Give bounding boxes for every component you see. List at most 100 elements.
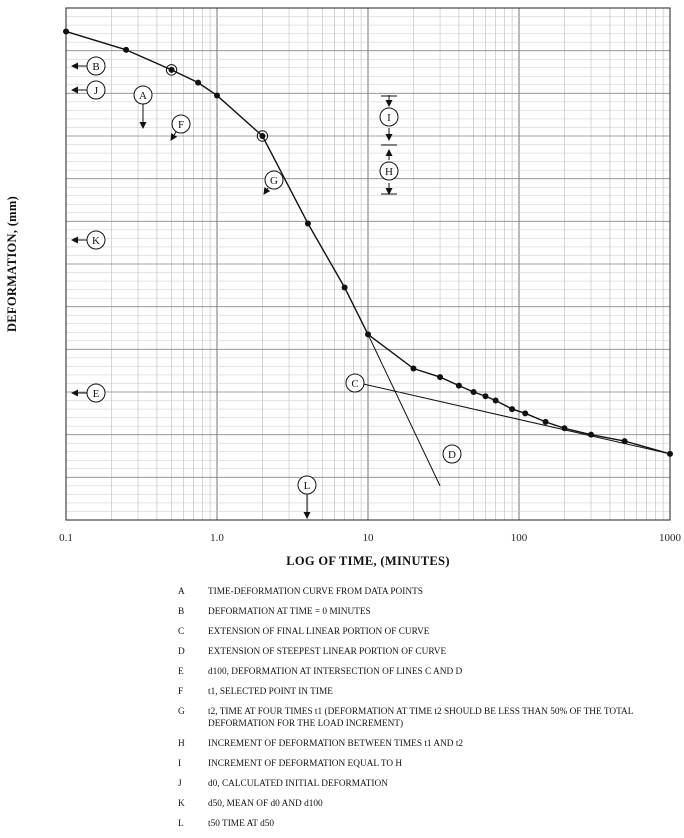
- legend-row: I INCREMENT OF DEFORMATION EQUAL TO H: [178, 758, 678, 770]
- data-point: [667, 450, 673, 457]
- callouts: A B C D E F G H I J K L: [71, 56, 462, 519]
- highlight-marker: [165, 64, 178, 76]
- legend-row: L t50 TIME AT d50: [178, 818, 678, 830]
- data-point: [588, 431, 595, 438]
- callout-circle: [264, 170, 284, 190]
- callout-circle: [442, 444, 462, 464]
- callout-circle: [345, 373, 365, 393]
- legend-text: d50, MEAN OF d0 AND d100: [208, 799, 323, 809]
- extension-line-d: [367, 334, 441, 487]
- grid: [65, 8, 670, 520]
- y-axis-title: DEFORMATION, (mm): [5, 196, 19, 332]
- legend-row: G t2, TIME AT FOUR TIMES t1 (DEFORMATION…: [178, 706, 678, 730]
- legend-text: EXTENSION OF FINAL LINEAR PORTION OF CUR…: [208, 627, 430, 637]
- legend-key: G: [178, 707, 185, 717]
- callout-arrow: [263, 187, 271, 195]
- extension-line-c: [360, 382, 671, 455]
- callout-circle: [86, 383, 106, 403]
- legend-key: K: [178, 799, 185, 809]
- deformation-curve: [65, 30, 671, 455]
- callout-label: J: [94, 85, 99, 97]
- legend-text: EXTENSION OF STEEPEST LINEAR PORTION OF …: [208, 647, 447, 657]
- legend-text: t1, SELECTED POINT IN TIME: [208, 687, 333, 697]
- callout-circle: [171, 114, 191, 134]
- legend-text: t2, TIME AT FOUR TIMES t1 (DEFORMATION A…: [208, 707, 634, 729]
- legend-key: J: [178, 779, 182, 789]
- legend-row: C EXTENSION OF FINAL LINEAR PORTION OF C…: [178, 626, 678, 638]
- data-point: [482, 393, 489, 400]
- callout-label: B: [92, 61, 99, 73]
- legend-row: A TIME-DEFORMATION CURVE FROM DATA POINT…: [178, 586, 678, 598]
- legend-text: t50 TIME AT d50: [208, 819, 275, 829]
- x-tick-label: 0.1: [59, 532, 73, 544]
- legend-key: L: [178, 819, 184, 829]
- data-point: [561, 425, 568, 432]
- legend-row: H INCREMENT OF DEFORMATION BETWEEN TIMES…: [178, 738, 678, 750]
- legend-text: DEFORMATION AT TIME = 0 MINUTES: [208, 607, 371, 617]
- data-point: [509, 406, 516, 413]
- callout-label: I: [387, 112, 391, 124]
- data-point: [522, 410, 529, 417]
- data-point: [123, 46, 130, 53]
- callout-label: F: [178, 119, 184, 131]
- data-point: [542, 418, 549, 425]
- data-point: [437, 374, 444, 381]
- legend-key: B: [178, 607, 185, 617]
- x-tick-label: 100: [511, 532, 528, 544]
- callout-circle: [379, 161, 399, 181]
- x-tick-label: 10: [363, 532, 375, 544]
- consolidation-chart: A B C D E F G H I J K L 0.1 1.0 10 100 1000 LOG OF TIME…: [5, 7, 682, 568]
- callout-circle: [86, 56, 106, 76]
- callout-label: H: [385, 166, 393, 178]
- callout-circle: [297, 475, 317, 495]
- callout-label: G: [270, 175, 278, 187]
- legend-row: K d50, MEAN OF d0 AND d100: [178, 798, 678, 810]
- legend: A TIME-DEFORMATION CURVE FROM DATA POINT…: [178, 586, 678, 838]
- legend-key: D: [178, 647, 185, 657]
- callout-label: C: [351, 378, 358, 390]
- callout-circle: [133, 85, 153, 105]
- data-point: [621, 438, 628, 445]
- callout-circle: [379, 107, 399, 127]
- callout-label: D: [448, 449, 456, 461]
- data-point: [214, 92, 220, 99]
- legend-row: E d100, DEFORMATION AT INTERSECTION OF L…: [178, 666, 678, 678]
- legend-key: E: [178, 667, 184, 677]
- legend-key: H: [178, 739, 185, 749]
- data-point: [470, 389, 477, 395]
- highlight-marker: [256, 130, 269, 142]
- legend-row: D EXTENSION OF STEEPEST LINEAR PORTION O…: [178, 646, 678, 658]
- legend-row: B DEFORMATION AT TIME = 0 MINUTES: [178, 606, 678, 618]
- legend-row: F t1, SELECTED POINT IN TIME: [178, 686, 678, 698]
- data-point: [341, 284, 348, 291]
- callout-circle: [86, 80, 106, 100]
- x-tick-labels: 0.1 1.0 10 100 1000: [59, 532, 681, 544]
- data-point: [455, 382, 462, 389]
- data-point: [168, 66, 175, 73]
- legend-text: INCREMENT OF DEFORMATION EQUAL TO H: [208, 759, 403, 769]
- callout-label: K: [92, 235, 100, 247]
- legend-text: d0, CALCULATED INITIAL DEFORMATION: [208, 779, 388, 789]
- data-point: [304, 220, 311, 227]
- x-axis-title: LOG OF TIME, (MINUTES): [286, 554, 450, 568]
- x-tick-label: 1.0: [210, 532, 224, 544]
- construction-lines: [360, 334, 671, 487]
- data-point: [259, 133, 266, 139]
- legend-key: I: [178, 759, 182, 769]
- plot-frame: [65, 7, 671, 521]
- legend-row: J d0, CALCULATED INITIAL DEFORMATION: [178, 778, 678, 790]
- callout-label: L: [304, 480, 311, 492]
- legend-text: INCREMENT OF DEFORMATION BETWEEN TIMES t…: [208, 739, 464, 749]
- callout-arrow: [170, 131, 178, 141]
- legend-key: A: [178, 587, 185, 597]
- callout-label: A: [139, 90, 147, 102]
- data-point: [63, 28, 69, 35]
- data-point: [195, 79, 202, 86]
- data-point: [492, 397, 499, 404]
- callout-label: E: [93, 388, 100, 400]
- data-point: [365, 331, 371, 338]
- callout-circle: [86, 230, 106, 250]
- legend-key: C: [178, 627, 185, 637]
- data-point: [410, 365, 417, 372]
- legend-text: TIME-DEFORMATION CURVE FROM DATA POINTS: [208, 587, 423, 597]
